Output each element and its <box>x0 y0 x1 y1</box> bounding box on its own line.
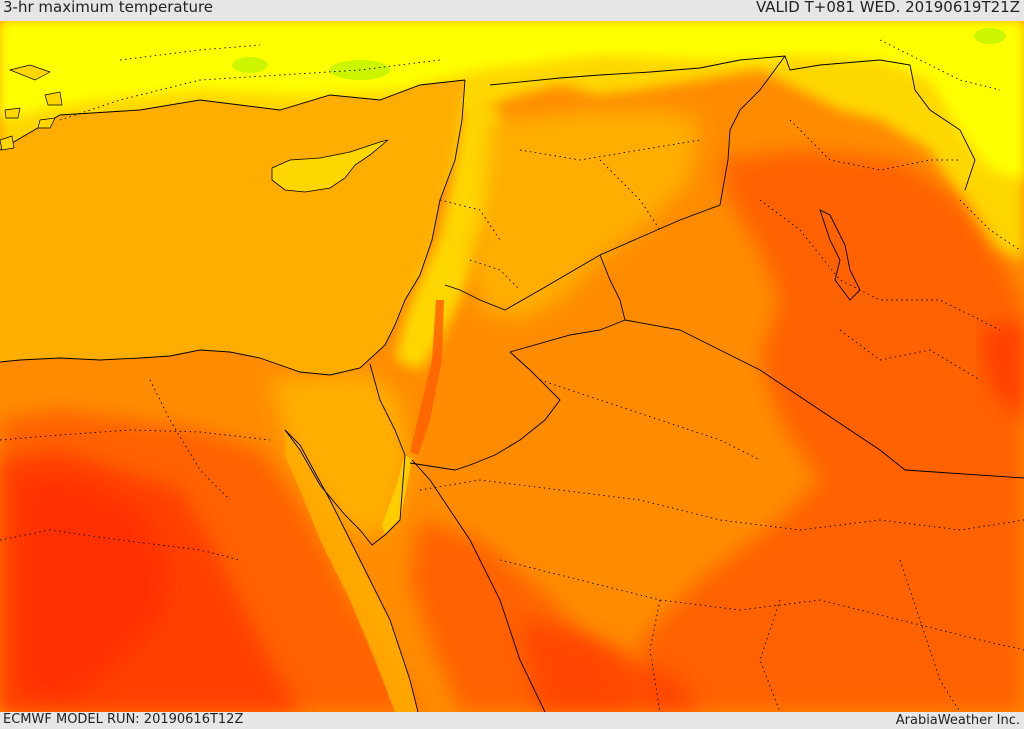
valid-time: VALID T+081 WED. 20190619T21Z <box>755 0 1020 16</box>
levant-coastal-zone <box>395 90 510 370</box>
map-title: 3-hr maximum temperature <box>3 0 214 16</box>
model-run: ECMWF MODEL RUN: 20190616T12Z <box>3 712 244 727</box>
header-bar: 3-hr maximum temperature VALID T+081 WED… <box>0 0 1024 21</box>
gulf-of-aqaba <box>382 455 412 535</box>
red-sea <box>285 430 418 712</box>
gulf-hot-zone <box>980 320 1024 420</box>
cyprus-island <box>271 139 389 193</box>
egypt-red-core <box>20 480 170 700</box>
credit-label: ArabiaWeather Inc. <box>895 713 1020 728</box>
cool-patch <box>232 57 268 73</box>
coastlines <box>0 79 861 712</box>
sinai-zone <box>270 372 410 540</box>
hejaz-red-core <box>520 620 700 712</box>
cool-patch <box>974 28 1006 44</box>
iraq-hot-zone <box>640 150 1024 712</box>
aegean-islands <box>0 64 63 151</box>
syrian-desert-zone <box>470 110 700 320</box>
jordan-valley <box>410 300 444 455</box>
admin-boundaries <box>0 39 1024 712</box>
footer-bar: ECMWF MODEL RUN: 20190616T12Z ArabiaWeat… <box>0 712 1024 729</box>
temperature-map <box>0 21 1024 712</box>
